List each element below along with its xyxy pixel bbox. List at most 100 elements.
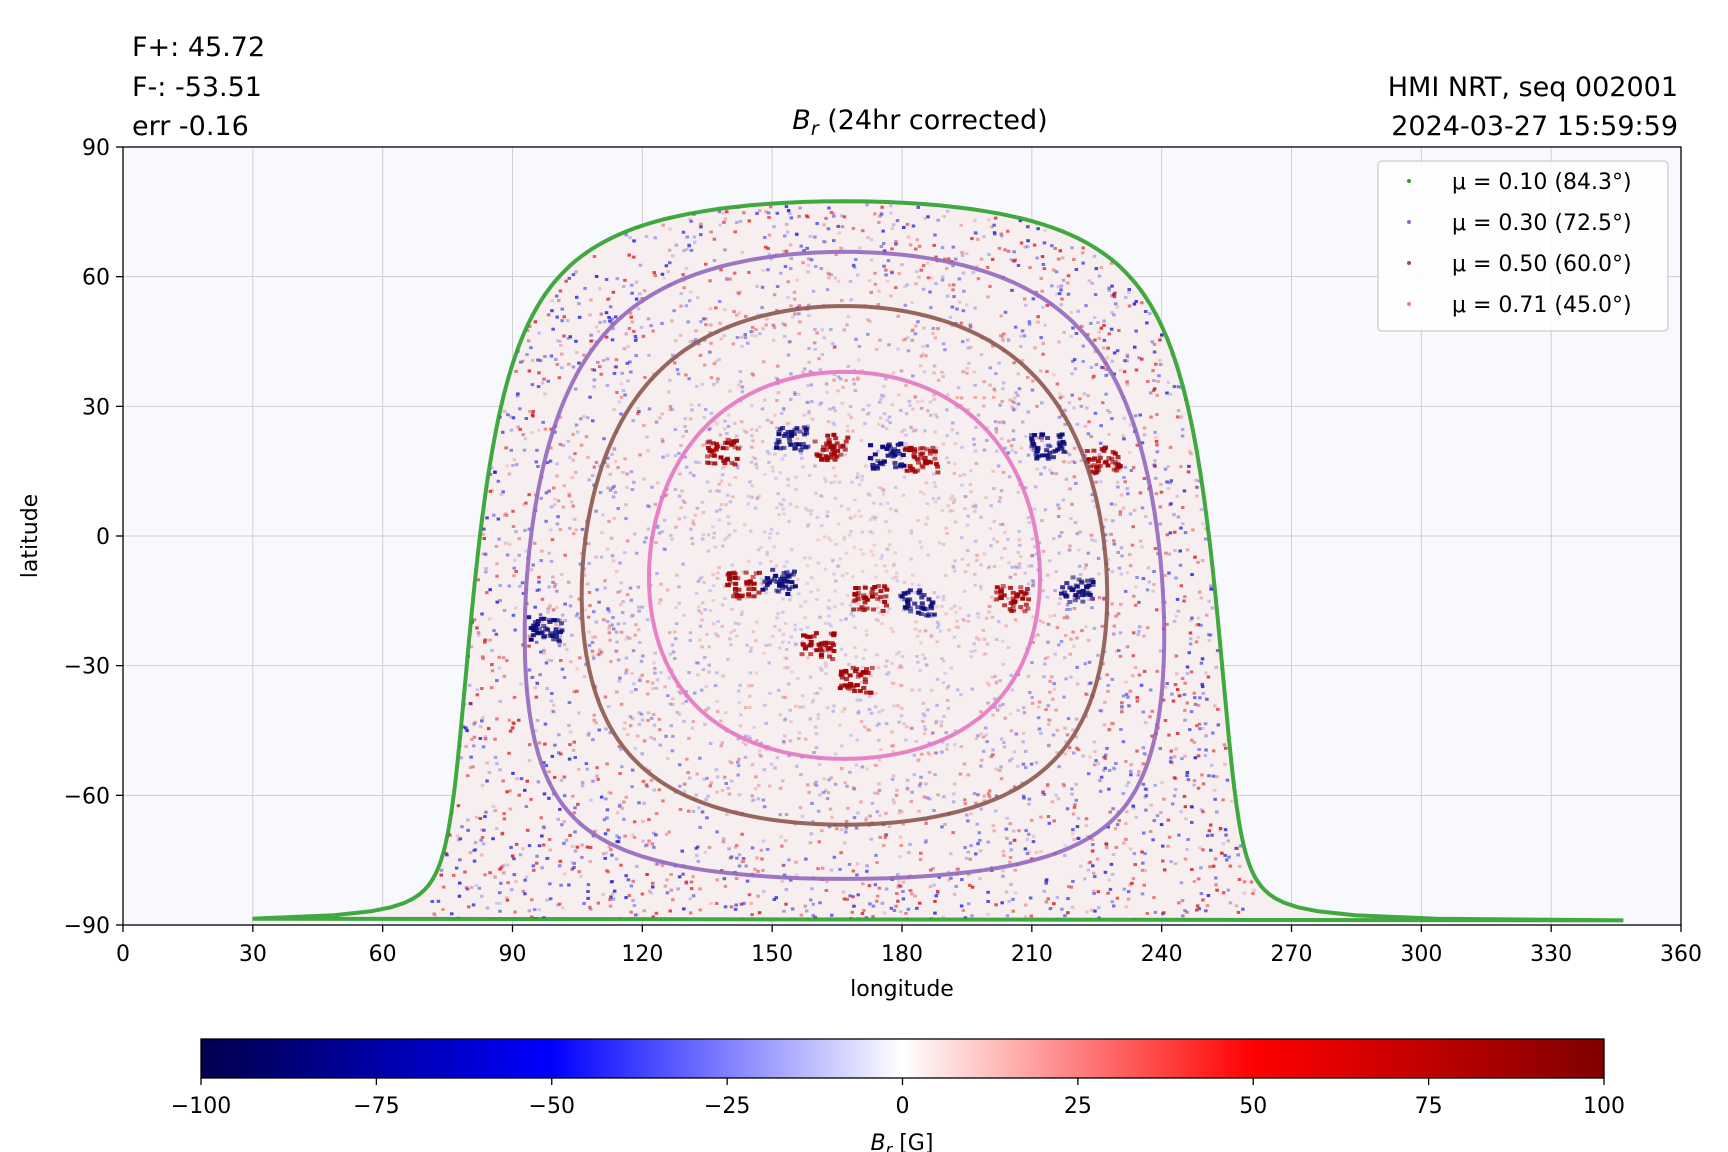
noise-pixel — [555, 363, 560, 366]
noise-pixel — [673, 487, 678, 491]
noise-pixel — [769, 527, 774, 531]
noise-pixel — [952, 892, 957, 896]
noise-pixel — [668, 261, 672, 265]
noise-pixel — [1109, 532, 1113, 536]
noise-pixel — [880, 425, 885, 429]
noise-pixel — [488, 472, 493, 476]
noise-pixel — [998, 403, 1002, 407]
noise-pixel — [886, 259, 891, 263]
noise-pixel — [1187, 651, 1191, 655]
noise-pixel — [899, 844, 903, 847]
noise-pixel — [1114, 302, 1118, 306]
noise-pixel — [827, 622, 832, 626]
noise-pixel — [882, 394, 886, 398]
noise-pixel — [788, 212, 792, 215]
noise-pixel — [934, 282, 938, 286]
noise-pixel — [1040, 401, 1044, 405]
noise-pixel — [1043, 323, 1047, 327]
noise-pixel — [681, 701, 685, 705]
noise-pixel — [850, 910, 854, 914]
noise-pixel — [540, 866, 544, 870]
noise-pixel — [1031, 379, 1035, 383]
noise-pixel — [573, 452, 577, 456]
noise-pixel — [531, 358, 535, 362]
noise-pixel — [517, 537, 521, 541]
noise-pixel — [1111, 519, 1115, 523]
noise-pixel — [706, 794, 710, 798]
noise-pixel — [772, 545, 776, 549]
noise-pixel — [963, 495, 967, 498]
noise-pixel — [812, 647, 816, 651]
noise-pixel — [480, 612, 484, 616]
noise-pixel — [1024, 303, 1028, 307]
noise-pixel — [592, 368, 597, 372]
noise-pixel — [1177, 833, 1181, 837]
noise-pixel — [1138, 413, 1142, 417]
noise-pixel — [740, 385, 745, 389]
noise-pixel — [557, 902, 562, 906]
noise-pixel — [691, 810, 696, 813]
noise-pixel — [1181, 914, 1185, 918]
noise-pixel — [833, 345, 837, 349]
noise-pixel — [596, 330, 601, 333]
noise-pixel — [1065, 614, 1069, 618]
noise-pixel — [901, 609, 905, 612]
noise-pixel — [1004, 827, 1009, 831]
noise-pixel — [1114, 845, 1119, 849]
noise-pixel — [884, 520, 888, 524]
noise-pixel — [1098, 441, 1103, 445]
noise-pixel — [615, 811, 620, 815]
noise-pixel — [961, 309, 966, 313]
noise-pixel — [1086, 432, 1091, 436]
noise-pixel — [1200, 682, 1204, 686]
noise-pixel — [848, 280, 853, 283]
noise-pixel — [687, 809, 691, 813]
noise-pixel — [1223, 762, 1227, 766]
noise-pixel — [848, 603, 852, 607]
noise-pixel — [560, 823, 564, 827]
noise-pixel — [545, 898, 549, 902]
noise-pixel — [691, 720, 695, 724]
noise-pixel — [973, 395, 977, 399]
noise-pixel — [825, 514, 830, 518]
noise-pixel — [1016, 264, 1021, 267]
noise-pixel — [524, 501, 528, 505]
noise-pixel — [1000, 639, 1005, 643]
noise-pixel — [1145, 588, 1150, 592]
noise-pixel — [1146, 380, 1150, 383]
noise-pixel — [484, 570, 488, 574]
noise-pixel — [957, 277, 962, 281]
noise-pixel — [1097, 336, 1102, 340]
noise-pixel — [1230, 799, 1234, 803]
noise-pixel — [809, 832, 814, 836]
noise-pixel — [782, 873, 787, 877]
noise-pixel — [1037, 727, 1042, 731]
noise-pixel — [941, 681, 946, 685]
noise-pixel — [617, 836, 621, 840]
noise-pixel — [944, 612, 948, 616]
noise-pixel — [1158, 363, 1163, 366]
noise-pixel — [1183, 595, 1187, 599]
noise-pixel — [945, 686, 949, 690]
noise-pixel — [982, 652, 986, 656]
noise-pixel — [469, 755, 473, 759]
noise-pixel — [592, 656, 596, 660]
noise-pixel — [743, 734, 748, 738]
noise-pixel — [969, 469, 973, 473]
noise-pixel — [1028, 691, 1032, 694]
noise-pixel — [1029, 564, 1034, 568]
noise-pixel — [857, 358, 861, 362]
noise-pixel — [890, 681, 894, 685]
noise-pixel — [1051, 268, 1056, 272]
noise-pixel — [1031, 641, 1035, 644]
noise-pixel — [754, 428, 759, 432]
noise-pixel — [548, 848, 552, 852]
noise-pixel — [571, 532, 576, 536]
noise-pixel — [1030, 388, 1035, 392]
noise-pixel — [781, 863, 786, 867]
noise-pixel — [472, 722, 476, 726]
noise-pixel — [1008, 841, 1013, 845]
noise-pixel — [642, 424, 646, 428]
noise-pixel — [697, 806, 701, 810]
noise-pixel — [1071, 326, 1075, 330]
